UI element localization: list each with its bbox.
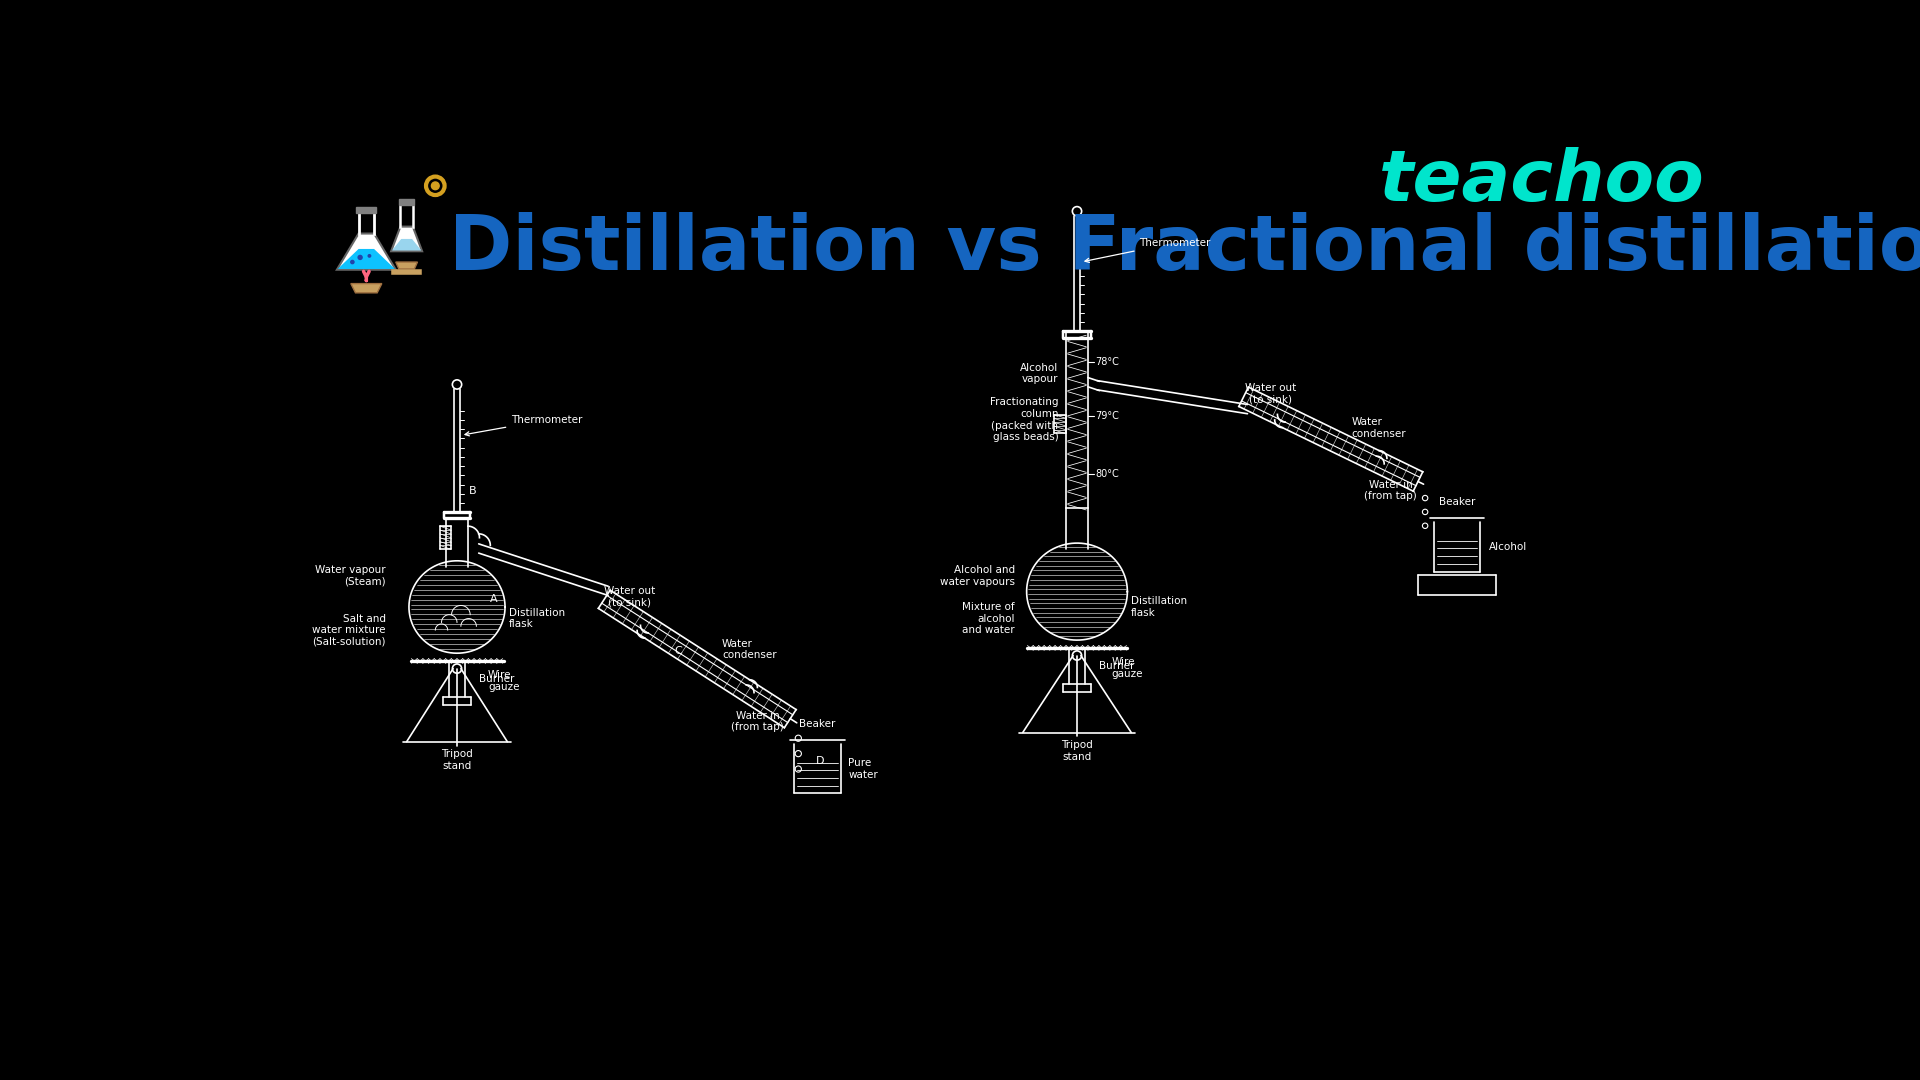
Circle shape — [367, 254, 371, 258]
Text: Fractionating
column
(packed with
glass beads): Fractionating column (packed with glass … — [991, 397, 1058, 443]
Text: Alcohol
vapour: Alcohol vapour — [1020, 363, 1058, 384]
Text: A: A — [490, 594, 497, 605]
Polygon shape — [351, 284, 382, 293]
Bar — [399, 199, 415, 205]
Text: Water out
(to sink): Water out (to sink) — [603, 585, 655, 607]
Polygon shape — [396, 262, 417, 269]
Text: Beaker: Beaker — [1438, 497, 1475, 507]
Polygon shape — [392, 227, 422, 252]
Circle shape — [432, 181, 440, 190]
Text: 80°C: 80°C — [1096, 469, 1119, 478]
Text: Tripod
stand: Tripod stand — [1062, 740, 1092, 761]
Text: 79°C: 79°C — [1096, 411, 1119, 421]
Text: D: D — [816, 756, 824, 767]
Text: Thermometer: Thermometer — [1085, 238, 1210, 262]
Text: Water out
(to sink): Water out (to sink) — [1246, 383, 1296, 405]
Text: Distillation
flask: Distillation flask — [1131, 596, 1187, 618]
Text: Water vapour
(Steam): Water vapour (Steam) — [315, 566, 386, 588]
Text: Thermometer: Thermometer — [465, 415, 582, 436]
Text: Water
condenser: Water condenser — [722, 638, 778, 660]
Text: Wire
gauze: Wire gauze — [1112, 657, 1144, 678]
Text: Wire
gauze: Wire gauze — [488, 670, 520, 692]
Text: Burner: Burner — [478, 674, 515, 685]
Polygon shape — [338, 249, 396, 269]
Circle shape — [349, 259, 355, 265]
Text: Water
condenser: Water condenser — [1352, 417, 1405, 438]
Polygon shape — [392, 239, 420, 251]
Text: C: C — [674, 646, 682, 656]
Text: Alcohol: Alcohol — [1490, 542, 1528, 552]
Text: Water in
(from tap): Water in (from tap) — [732, 711, 783, 732]
Text: B: B — [468, 486, 476, 496]
Text: Tripod
stand: Tripod stand — [442, 750, 472, 771]
Text: Water in
(from tap): Water in (from tap) — [1365, 480, 1417, 501]
Text: Mixture of
alcohol
and water: Mixture of alcohol and water — [962, 602, 1016, 635]
Text: 78°C: 78°C — [1096, 357, 1119, 367]
Text: Distillation vs Fractional distillation: Distillation vs Fractional distillation — [449, 212, 1920, 286]
Text: teachoo: teachoo — [1379, 148, 1705, 216]
Circle shape — [357, 255, 363, 260]
Text: Distillation
flask: Distillation flask — [509, 608, 564, 630]
Bar — [357, 206, 376, 213]
Polygon shape — [336, 233, 396, 270]
Text: Alcohol and
water vapours: Alcohol and water vapours — [941, 566, 1016, 588]
Text: Beaker: Beaker — [799, 718, 835, 729]
Text: Salt and
water mixture
(Salt-solution): Salt and water mixture (Salt-solution) — [313, 613, 386, 647]
Text: Burner: Burner — [1098, 661, 1135, 672]
Text: Pure
water: Pure water — [849, 758, 877, 780]
